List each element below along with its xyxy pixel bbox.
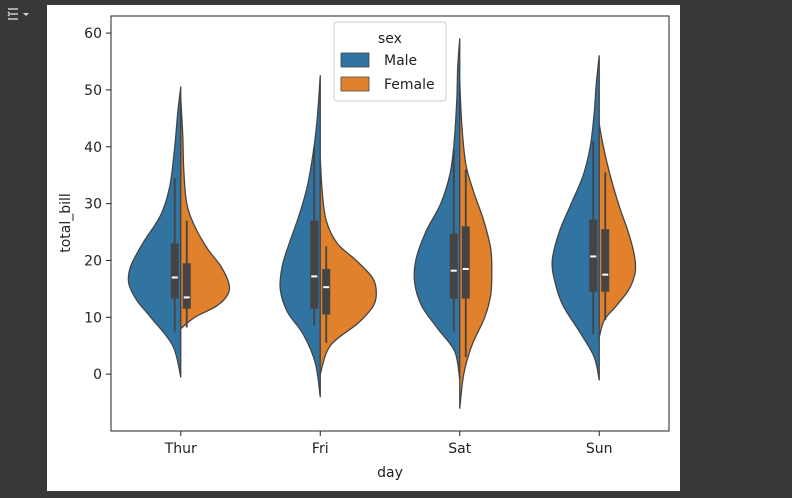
box-sat-male xyxy=(449,233,458,299)
y-tick-label: 30 xyxy=(84,197,102,213)
x-tick-label: Fri xyxy=(312,441,329,457)
violin-thur-male xyxy=(127,86,182,378)
y-tick-label: 60 xyxy=(84,26,102,42)
box-sun-female xyxy=(601,229,610,292)
output-menu-button[interactable] xyxy=(5,4,35,26)
violins-layer xyxy=(127,38,637,409)
y-axis: 0 10 20 30 40 50 60 xyxy=(84,26,111,383)
figure: 0 10 20 30 40 50 60 Thur Fri Sat Sun day total_bi… xyxy=(47,5,680,491)
legend-swatch-female xyxy=(340,76,370,92)
legend: sex Male Female xyxy=(333,21,447,102)
violin-sat-male xyxy=(413,38,461,381)
box-fri-male xyxy=(310,220,319,309)
y-axis-label: total_bill xyxy=(58,193,74,253)
legend-label-male: Male xyxy=(384,53,417,69)
y-tick-label: 50 xyxy=(84,83,102,99)
boxes-layer xyxy=(170,141,610,358)
box-sat-female xyxy=(461,226,470,299)
x-axis-label: day xyxy=(377,465,403,481)
output-menu-icon xyxy=(7,8,29,20)
violin-sun-male xyxy=(551,55,600,381)
legend-label-female: Female xyxy=(384,77,435,93)
x-tick-label: Sun xyxy=(586,441,613,457)
box-fri-female xyxy=(322,268,331,315)
box-thur-male xyxy=(170,243,179,299)
box-thur-female xyxy=(182,263,191,309)
y-tick-label: 0 xyxy=(93,367,102,383)
x-tick-label: Thur xyxy=(164,441,197,457)
legend-swatch-male xyxy=(340,52,370,68)
y-tick-label: 20 xyxy=(84,253,102,269)
x-axis: Thur Fri Sat Sun xyxy=(164,431,613,457)
violin-thur-female xyxy=(180,97,231,330)
violin-sat-female xyxy=(459,80,493,409)
x-tick-label: Sat xyxy=(448,441,471,457)
y-tick-label: 10 xyxy=(84,310,102,326)
violin-chart: 0 10 20 30 40 50 60 Thur Fri Sat Sun day total_bi… xyxy=(58,15,670,481)
y-tick-label: 40 xyxy=(84,140,102,156)
legend-title: sex xyxy=(378,31,402,47)
axes-frame xyxy=(110,15,670,432)
violin-fri-male xyxy=(279,75,321,398)
violin-fri-female xyxy=(319,157,377,375)
